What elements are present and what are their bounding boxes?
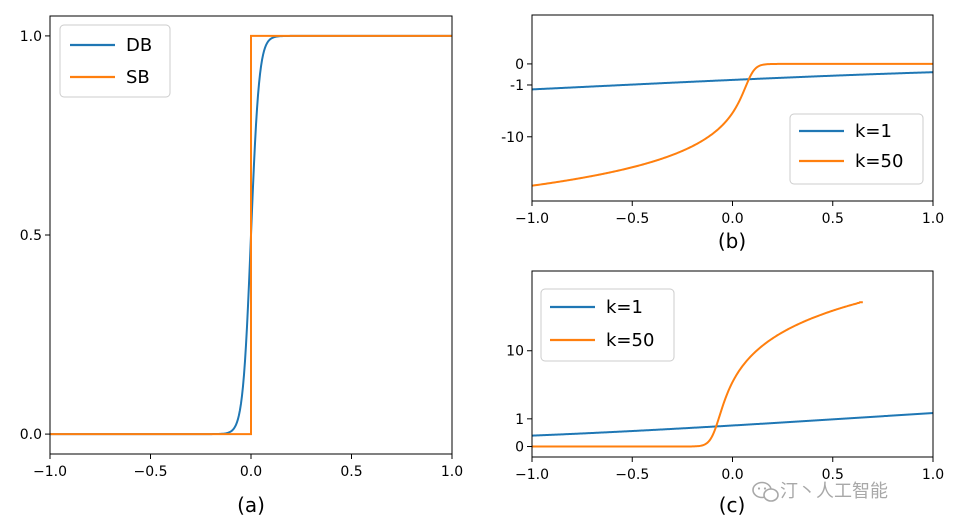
panel-a-x-tick-label: 1.0	[441, 464, 463, 480]
panel-a-legend: DB SB	[59, 24, 171, 98]
panel-c-legend-k50-label: k=50	[606, 330, 654, 351]
panel-a-lines	[50, 34, 452, 436]
panel-a-series-sb	[50, 34, 452, 436]
panel-b-legend: k=1 k=50	[789, 113, 924, 185]
panel-b-y-tick-label: -1	[510, 78, 524, 94]
panel-b-y-tick-label: -10	[501, 130, 524, 146]
panel-c: −1.0 −0.5 0.0 0.5 1.0 0 1 10 k=1 k=50 (c)	[506, 270, 944, 517]
panel-b-ticks: −1.0 −0.5 0.0 0.5 1.0 0 -1 -10	[501, 57, 944, 227]
panel-a-x-tick-label: 0.0	[240, 464, 262, 480]
panel-b-x-tick-label: 0.0	[721, 211, 743, 227]
wechat-icon	[752, 481, 779, 502]
panel-a-y-tick-label: 0.5	[20, 228, 42, 244]
panel-c-x-tick-label: 1.0	[922, 467, 944, 483]
panel-a-legend-sb-label: SB	[126, 67, 150, 88]
panel-b-frame	[531, 14, 934, 202]
panel-b-legend-k1-label: k=1	[855, 121, 892, 142]
panel-b-lines	[531, 62, 934, 187]
panel-b-series-k50	[531, 62, 933, 187]
panel-c-x-tick-label: 0.5	[822, 467, 844, 483]
panel-a-x-tick-label: −1.0	[33, 464, 67, 480]
panel-a-legend-db-label: DB	[126, 35, 152, 56]
panel-a-y-tick-label: 1.0	[20, 29, 42, 45]
panel-c-x-tick-label: 0.0	[721, 467, 743, 483]
watermark: 汀丶人工智能	[752, 481, 888, 502]
panel-c-y-tick-label: 0	[515, 440, 524, 456]
panel-c-legend: k=1 k=50	[540, 288, 675, 362]
panel-c-caption: (c)	[719, 493, 746, 517]
panel-b-x-tick-label: 1.0	[922, 211, 944, 227]
panel-c-series-k1	[531, 412, 934, 437]
panel-b-y-tick-label: 0	[515, 57, 524, 73]
panel-a-x-tick-label: −0.5	[134, 464, 168, 480]
panel-c-legend-k1-label: k=1	[606, 297, 643, 318]
panel-c-x-tick-label: −0.5	[615, 467, 649, 483]
panel-a-legend-box	[59, 24, 171, 98]
panel-b-legend-k50-label: k=50	[855, 151, 903, 172]
panel-c-lines	[531, 301, 934, 448]
panel-b-x-tick-label: −0.5	[615, 211, 649, 227]
panel-b-series-k1	[531, 71, 934, 91]
panel-b-caption: (b)	[718, 229, 746, 253]
panel-a-caption: (a)	[237, 493, 265, 517]
panel-b-x-tick-label: −1.0	[515, 211, 549, 227]
watermark-text: 汀丶人工智能	[780, 481, 888, 502]
panel-b: −1.0 −0.5 0.0 0.5 1.0 0 -1 -10 k=1 k=50 (b)	[501, 14, 944, 253]
panel-b-x-tick-label: 0.5	[822, 211, 844, 227]
panel-c-series-k50	[532, 301, 863, 448]
panel-a-ticks: −1.0 −0.5 0.0 0.5 1.0 0.0 0.5 1.0	[20, 29, 463, 480]
panel-c-frame	[531, 270, 934, 458]
panel-c-y-tick-label: 10	[506, 344, 524, 360]
panel-c-x-tick-label: −1.0	[515, 467, 549, 483]
panel-a: −1.0 −0.5 0.0 0.5 1.0 0.0 0.5 1.0 DB SB (a)	[20, 15, 463, 517]
panel-a-y-tick-label: 0.0	[20, 427, 42, 443]
panel-c-ticks: −1.0 −0.5 0.0 0.5 1.0 0 1 10	[506, 344, 944, 483]
panel-c-y-tick-label: 1	[515, 412, 524, 428]
panel-a-x-tick-label: 0.5	[340, 464, 362, 480]
panel-a-frame	[49, 15, 453, 455]
